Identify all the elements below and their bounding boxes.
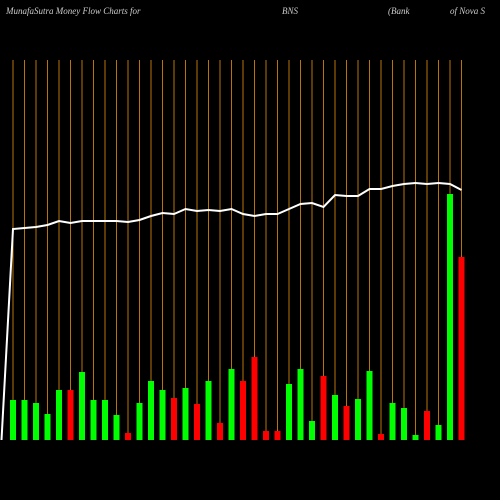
- bar: [320, 376, 327, 440]
- bar: [56, 390, 62, 440]
- bar: [424, 411, 430, 440]
- money-flow-line: [0, 181, 462, 441]
- bar: [389, 403, 396, 440]
- bar: [297, 369, 304, 440]
- bar: [79, 372, 85, 440]
- bar: [378, 434, 384, 440]
- bar: [10, 400, 16, 440]
- bar: [458, 257, 465, 440]
- bar: [217, 423, 223, 440]
- bar: [159, 390, 166, 440]
- bar: [102, 400, 108, 440]
- bar: [125, 433, 131, 440]
- bar: [366, 371, 373, 440]
- bar: [136, 403, 143, 440]
- bar: [343, 406, 350, 440]
- bar: [251, 357, 258, 440]
- bar: [332, 395, 338, 440]
- bar: [171, 398, 177, 440]
- title-part: (Bank: [388, 6, 410, 16]
- bar: [309, 421, 315, 440]
- bar: [148, 381, 154, 440]
- bar: [44, 414, 51, 440]
- bar: [286, 384, 292, 440]
- title-part: of Nova S: [450, 6, 485, 16]
- title-part: BNS: [282, 6, 299, 16]
- bar: [205, 381, 212, 440]
- bar: [263, 431, 269, 440]
- title-part: MunafaSutra Money Flow Charts for: [5, 6, 141, 16]
- bar: [401, 408, 407, 440]
- bar: [240, 381, 246, 440]
- bar: [412, 435, 419, 440]
- bar: [274, 431, 281, 440]
- bar: [90, 400, 97, 440]
- bar: [113, 415, 120, 440]
- bar: [194, 404, 200, 440]
- bar: [182, 388, 189, 440]
- bar: [447, 194, 453, 440]
- bar: [355, 399, 361, 440]
- bar: [33, 403, 39, 440]
- bar: [67, 390, 74, 440]
- bar: [228, 369, 235, 440]
- bar: [435, 425, 442, 440]
- bar: [21, 400, 28, 440]
